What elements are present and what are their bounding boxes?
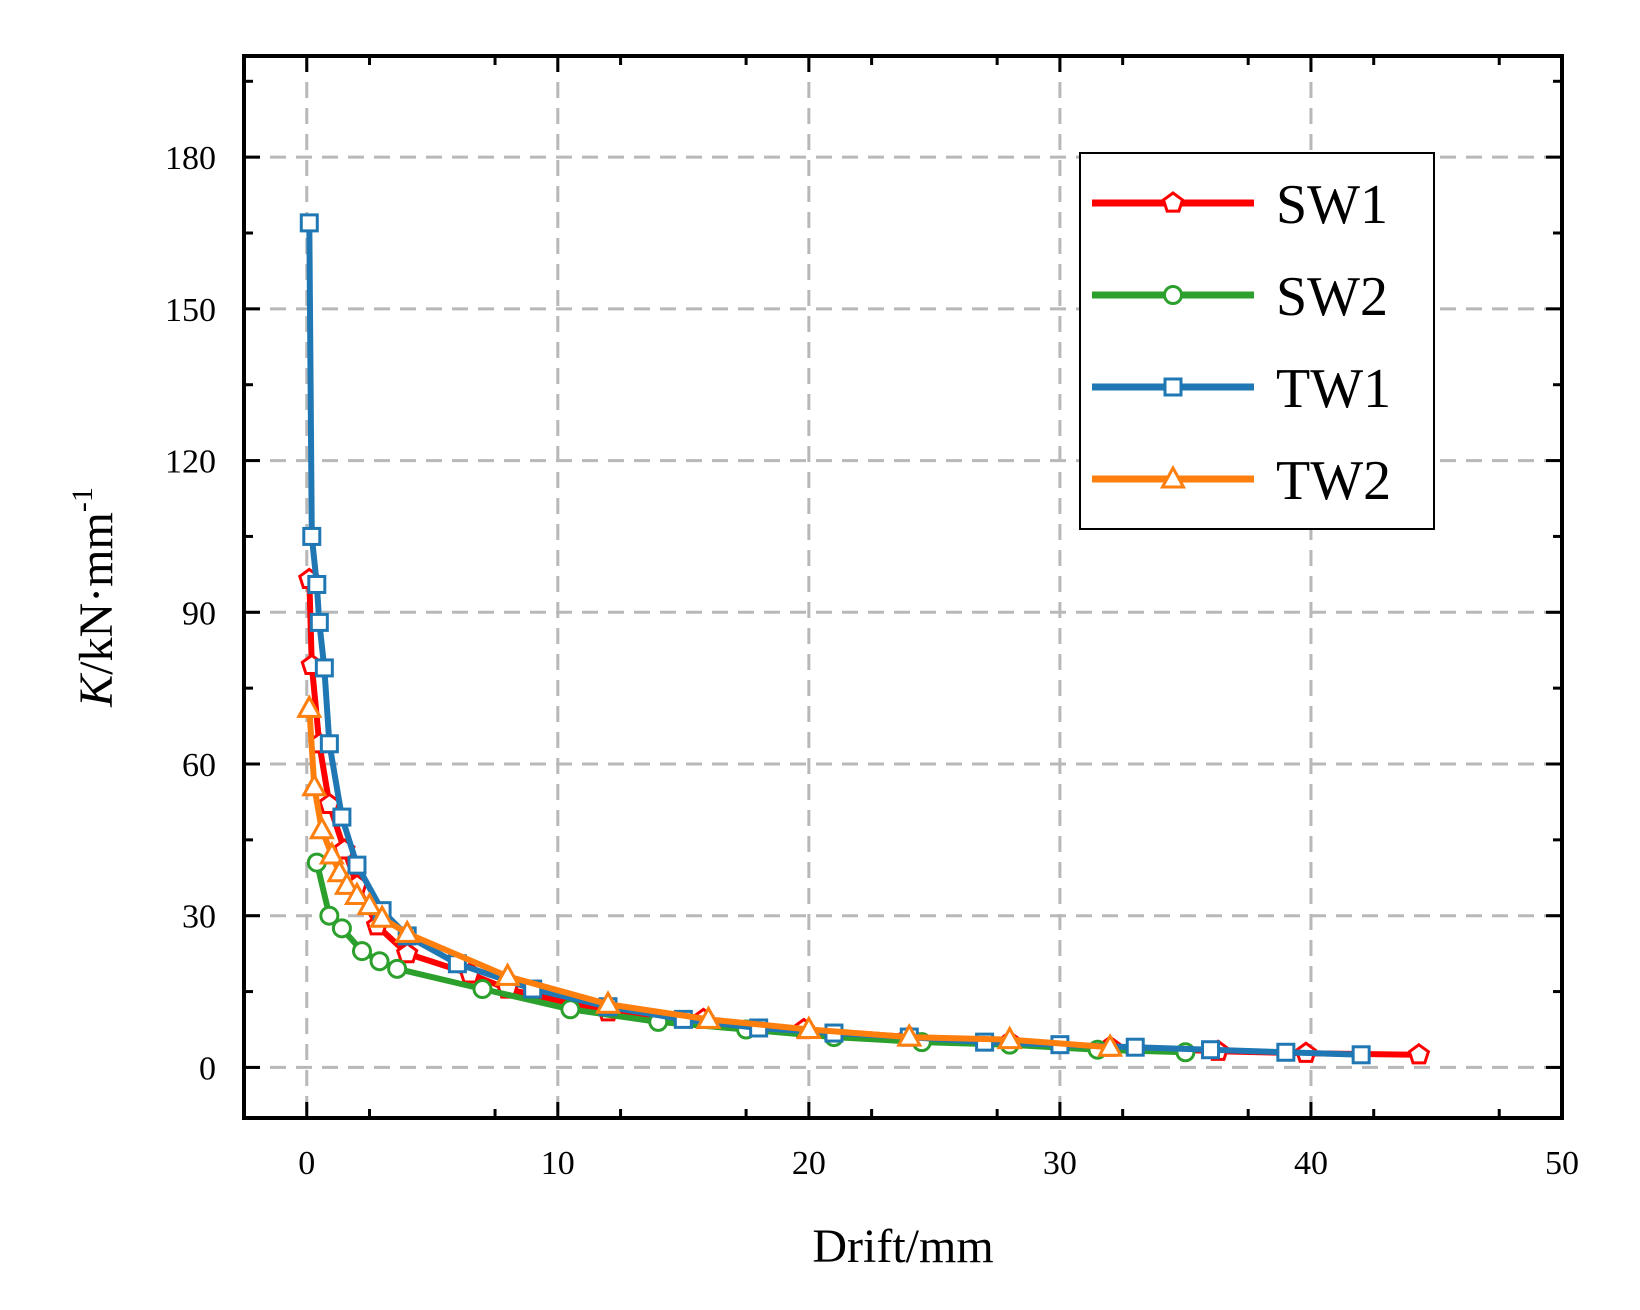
legend-label-tw2: TW2 [1276, 450, 1391, 512]
series-tw2 [296, 694, 1124, 1057]
y-tick-label: 120 [165, 444, 216, 481]
data-point-tw1 [332, 807, 352, 827]
y-tick-label: 60 [182, 747, 216, 784]
data-point-sw2 [472, 979, 493, 1000]
data-point-tw2 [356, 891, 383, 916]
data-point-tw1 [309, 612, 329, 632]
series-layer [296, 213, 1431, 1065]
data-point-tw2 [1097, 1033, 1124, 1057]
data-point-tw2 [896, 1022, 923, 1047]
ticks [242, 56, 1564, 1118]
data-point-tw2 [343, 881, 371, 905]
data-point-tw1 [319, 734, 339, 754]
legend-label-sw1: SW1 [1276, 174, 1388, 236]
data-point-sw2 [351, 941, 372, 962]
data-point-sw2 [560, 999, 581, 1020]
y-tick-label: 30 [182, 899, 216, 936]
data-point-tw2 [795, 1015, 822, 1039]
data-point-tw1 [1201, 1040, 1221, 1060]
y-axis-title: K/kN·mm-1 [66, 487, 123, 708]
data-point-tw1 [1351, 1045, 1371, 1065]
data-point-tw2 [369, 904, 396, 928]
legend-marker-sw2 [1163, 285, 1183, 305]
data-point-sw2 [319, 905, 340, 926]
legend-marker-tw2 [1159, 464, 1187, 489]
y-axis-title-unit: /kN·mm [70, 512, 123, 675]
y-axis-title-symbol: K [70, 672, 123, 708]
data-point-tw2 [996, 1025, 1023, 1050]
data-point-tw2 [301, 772, 328, 797]
x-tick-label: 40 [1294, 1145, 1328, 1182]
data-point-tw1 [307, 574, 327, 594]
data-point-tw2 [296, 694, 323, 718]
data-point-tw2 [594, 990, 622, 1014]
data-point-sw2 [369, 951, 390, 972]
legend: SW1 SW2 TW1 TW2 [1079, 152, 1435, 530]
legend-marker-sw1 [1161, 191, 1185, 213]
data-point-tw2 [308, 815, 335, 840]
y-tick-label: 180 [165, 140, 216, 177]
data-point-sw2 [331, 918, 352, 939]
x-tick-label: 10 [541, 1145, 575, 1182]
data-point-sw1 [1407, 1042, 1431, 1065]
data-point-tw1 [302, 526, 322, 546]
x-tick-label: 30 [1043, 1145, 1077, 1182]
y-tick-label: 0 [199, 1050, 216, 1087]
plot-frame [242, 54, 1564, 1120]
y-tick-label: 150 [165, 292, 216, 329]
data-point-tw1 [299, 213, 319, 233]
data-point-sw1 [395, 941, 419, 964]
data-point-tw2 [333, 871, 360, 895]
legend-box [1079, 152, 1435, 530]
data-point-tw2 [494, 962, 521, 986]
tick-labels: 0 10 20 30 40 50 0 30 60 90 120 150 180 [165, 140, 1579, 1182]
x-tick-label: 0 [298, 1145, 315, 1182]
y-axis-title-superscript: -1 [66, 487, 99, 512]
data-point-tw1 [1276, 1042, 1296, 1062]
data-point-tw2 [318, 840, 345, 865]
x-tick-label: 50 [1545, 1145, 1579, 1182]
legend-marker-tw1 [1163, 377, 1183, 397]
data-point-tw1 [347, 855, 367, 875]
legend-label-sw2: SW2 [1276, 266, 1388, 328]
x-tick-label: 20 [792, 1145, 826, 1182]
data-point-tw1 [314, 658, 334, 678]
data-point-tw1 [1125, 1037, 1145, 1057]
legend-label-tw1: TW1 [1276, 358, 1391, 420]
x-axis-title: Drift/mm [812, 1220, 993, 1273]
data-point-sw2 [387, 958, 408, 979]
data-point-tw2 [394, 919, 421, 943]
y-tick-label: 90 [182, 595, 216, 632]
data-point-tw2 [695, 1005, 722, 1029]
